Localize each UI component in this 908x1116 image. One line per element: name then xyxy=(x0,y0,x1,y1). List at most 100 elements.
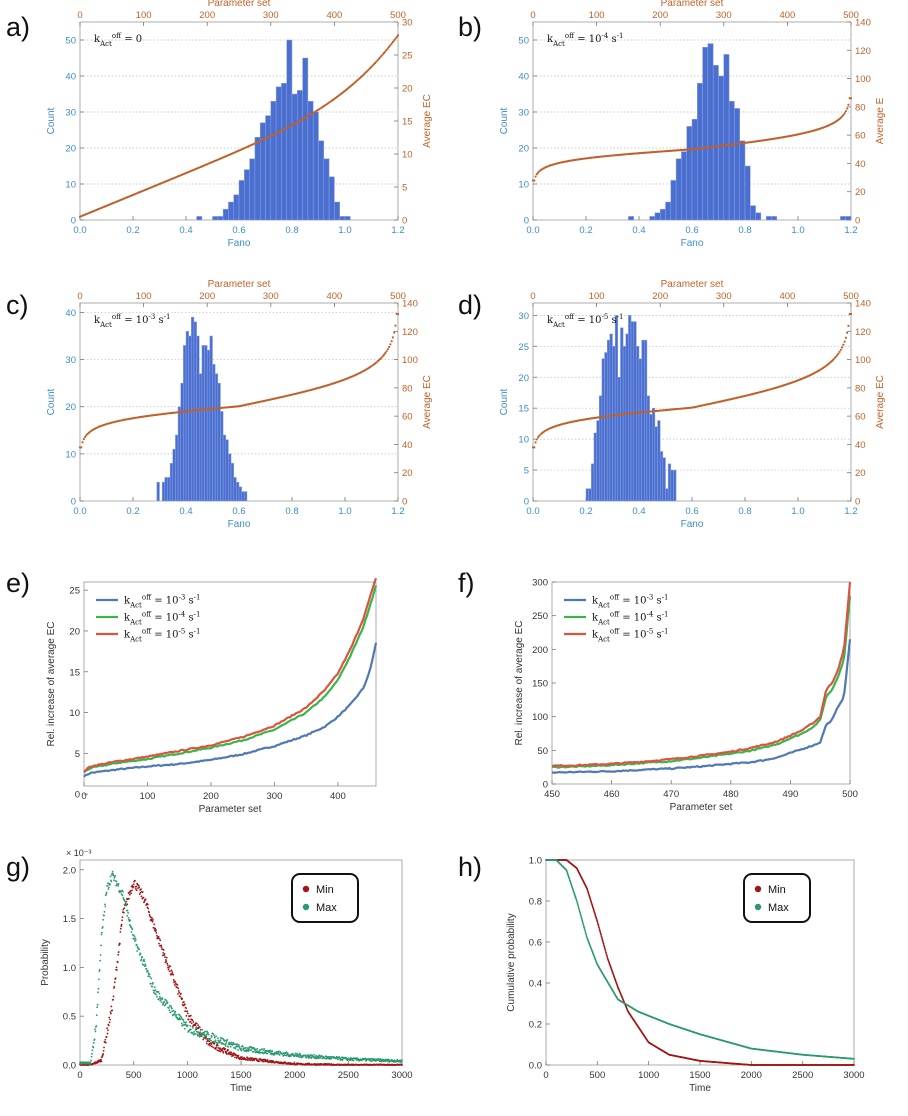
data-point-max xyxy=(155,995,158,998)
data-point-min xyxy=(119,927,122,930)
ec-point xyxy=(393,331,396,334)
legend-marker-max xyxy=(754,903,762,911)
histogram-bar xyxy=(591,463,595,502)
y-tick-label: 15 xyxy=(518,404,529,415)
data-point-min xyxy=(213,1042,216,1045)
data-point-min xyxy=(160,946,163,949)
data-point-max xyxy=(121,889,123,892)
data-point-min xyxy=(121,919,123,922)
data-point-min xyxy=(134,879,136,882)
y-tick-label: 5 xyxy=(75,749,80,760)
data-point-max xyxy=(185,1021,187,1024)
data-point-max xyxy=(401,1059,403,1062)
data-point-max xyxy=(233,1046,236,1049)
data-point-min xyxy=(240,1056,243,1058)
data-point-min xyxy=(176,983,179,986)
data-point-max xyxy=(195,1026,198,1029)
data-point-max xyxy=(582,925,585,927)
ec-point xyxy=(835,354,839,357)
data-point-max xyxy=(250,1046,253,1048)
histogram-bar xyxy=(628,315,632,502)
data-point-max xyxy=(246,1047,249,1049)
histogram-bar xyxy=(673,469,677,502)
y-tick-label: 300 xyxy=(532,578,548,589)
koff-annotation: kActoff = 10-5 s-1 xyxy=(547,313,623,329)
data-point-max xyxy=(266,1052,269,1055)
data-point-min xyxy=(138,886,141,889)
histogram-bar xyxy=(185,331,189,502)
data-point-max xyxy=(237,1044,240,1046)
data-point-min xyxy=(189,1020,192,1023)
y-tick-label: 30 xyxy=(518,311,529,322)
panel-label-b: b) xyxy=(458,12,483,42)
data-point-max xyxy=(143,960,146,963)
data-point-min xyxy=(227,1049,230,1051)
series-line-2 xyxy=(83,585,378,774)
data-point-max xyxy=(129,919,132,922)
y2-tick-label: 10 xyxy=(402,150,413,161)
histogram-bar xyxy=(723,54,730,221)
ec-point xyxy=(394,37,397,40)
histogram-bar xyxy=(312,111,319,221)
data-point-min xyxy=(152,918,154,921)
data-point-min xyxy=(225,1053,228,1055)
data-point-max xyxy=(255,1048,257,1051)
data-point-min xyxy=(102,1053,105,1055)
data-point-min xyxy=(137,884,140,887)
exponent-label: × 10⁻³ xyxy=(66,848,92,858)
data-point-max xyxy=(91,1049,94,1052)
data-point-min xyxy=(134,887,137,890)
x-tick-label: 0.8 xyxy=(738,225,751,236)
histogram-bar xyxy=(734,108,740,221)
data-point-max xyxy=(194,1033,196,1035)
data-point-min xyxy=(100,1060,103,1063)
x-tick-label: 2000 xyxy=(284,1070,305,1081)
data-point-max xyxy=(146,970,149,973)
histogram-bar xyxy=(220,411,224,502)
ec-point xyxy=(384,352,387,355)
data-point-min xyxy=(132,885,135,888)
data-point-max xyxy=(261,1048,263,1050)
data-point-min xyxy=(120,925,123,928)
histogram-bar xyxy=(654,212,661,221)
y-axis-label: Count xyxy=(499,107,510,134)
data-point-max xyxy=(85,1063,88,1065)
y-tick-label: 0 xyxy=(75,790,80,801)
data-point-max xyxy=(244,1047,247,1049)
histogram-bar xyxy=(286,39,293,221)
chart-c-fano-histogram: 0 10 20 30 40 0.0 0.2 0.4 0.6 0.8 1.0 1.2 Fano Count 0… xyxy=(46,279,433,530)
histogram-bar xyxy=(328,176,335,221)
data-point-max xyxy=(151,985,154,988)
x-tick-label: 1000 xyxy=(177,1070,198,1081)
data-point-max xyxy=(584,929,586,932)
data-point-min xyxy=(599,932,602,935)
data-point-max xyxy=(583,926,586,929)
histogram-bar xyxy=(662,457,666,502)
data-point-min xyxy=(604,950,607,952)
ec-point xyxy=(391,336,395,339)
data-point-max xyxy=(310,1057,313,1059)
data-point-max xyxy=(234,1047,237,1050)
y-axis-label: Count xyxy=(499,388,510,415)
data-point-min xyxy=(602,942,605,945)
data-point-min xyxy=(186,1012,189,1015)
histogram-bar xyxy=(657,420,661,502)
y-tick-label: 40 xyxy=(65,72,76,83)
histogram-bar xyxy=(236,481,240,502)
histogram-bar xyxy=(744,165,751,221)
data-point-max xyxy=(320,1054,323,1057)
data-point-min xyxy=(162,949,165,951)
histogram-bar xyxy=(638,358,642,502)
x-tick-label: 300 xyxy=(267,791,283,802)
data-point-min xyxy=(173,984,176,986)
data-point-max xyxy=(90,1059,93,1062)
y2-tick-label: 0 xyxy=(402,497,407,508)
ec-point xyxy=(838,350,841,353)
histogram-bar xyxy=(281,82,287,221)
data-point-min xyxy=(209,1044,211,1047)
data-point-min xyxy=(219,1047,221,1049)
y-tick-label: 0.4 xyxy=(529,979,542,990)
y2-axis-label: Average EC xyxy=(422,94,433,148)
data-point-max xyxy=(582,922,584,925)
histogram-bar xyxy=(188,335,192,502)
